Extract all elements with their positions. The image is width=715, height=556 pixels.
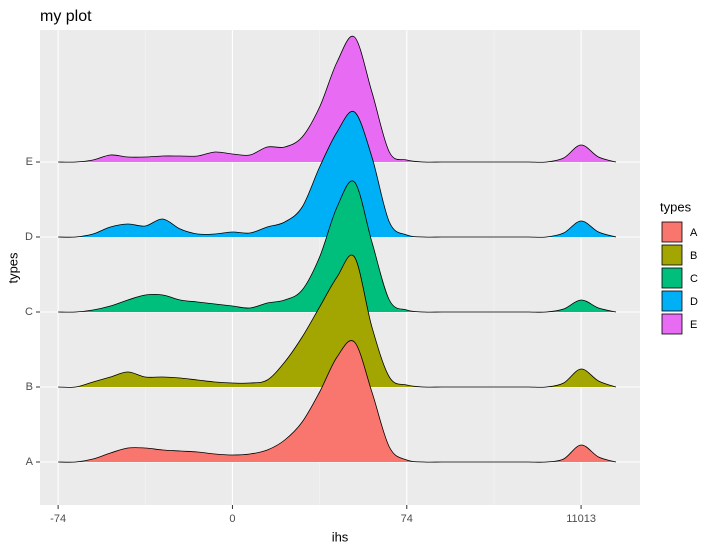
- chart-title: my plot: [40, 8, 92, 25]
- y-tick-label: B: [26, 381, 33, 393]
- legend-label: A: [690, 227, 698, 239]
- ridge-area: [58, 111, 616, 238]
- ridge-line: [58, 254, 617, 388]
- legend-swatch: [661, 290, 683, 312]
- x-tick-label: 0: [229, 513, 235, 525]
- legend-swatch: [661, 267, 683, 289]
- legend-label: C: [690, 273, 698, 285]
- ridges: [58, 35, 617, 463]
- ridge-area: [58, 255, 616, 388]
- x-tick-label: 74: [401, 513, 413, 525]
- y-axis-label: types: [5, 252, 20, 284]
- ridge-area: [58, 340, 616, 463]
- y-tick-label: D: [25, 231, 33, 243]
- y-tick-label: C: [25, 306, 33, 318]
- legend-title: types: [660, 199, 692, 214]
- x-tick-label: 11013: [566, 513, 596, 525]
- y-tick-label: A: [26, 456, 34, 468]
- legend-label: B: [690, 250, 697, 262]
- ridge-area: [58, 180, 616, 313]
- legend-label: E: [690, 319, 697, 331]
- legend-swatch: [661, 244, 683, 266]
- x-tick-label: -74: [50, 513, 66, 525]
- ridge-line: [58, 110, 617, 238]
- x-axis-label: ihs: [332, 529, 349, 544]
- ridge-line: [58, 180, 617, 313]
- y-tick-label: E: [26, 156, 33, 168]
- legend-swatch: [661, 313, 683, 335]
- ridge-line: [58, 35, 617, 163]
- legend-label: D: [690, 296, 698, 308]
- ridge-area: [58, 36, 616, 163]
- ridge-line: [58, 340, 617, 463]
- legend-swatch: [661, 221, 683, 243]
